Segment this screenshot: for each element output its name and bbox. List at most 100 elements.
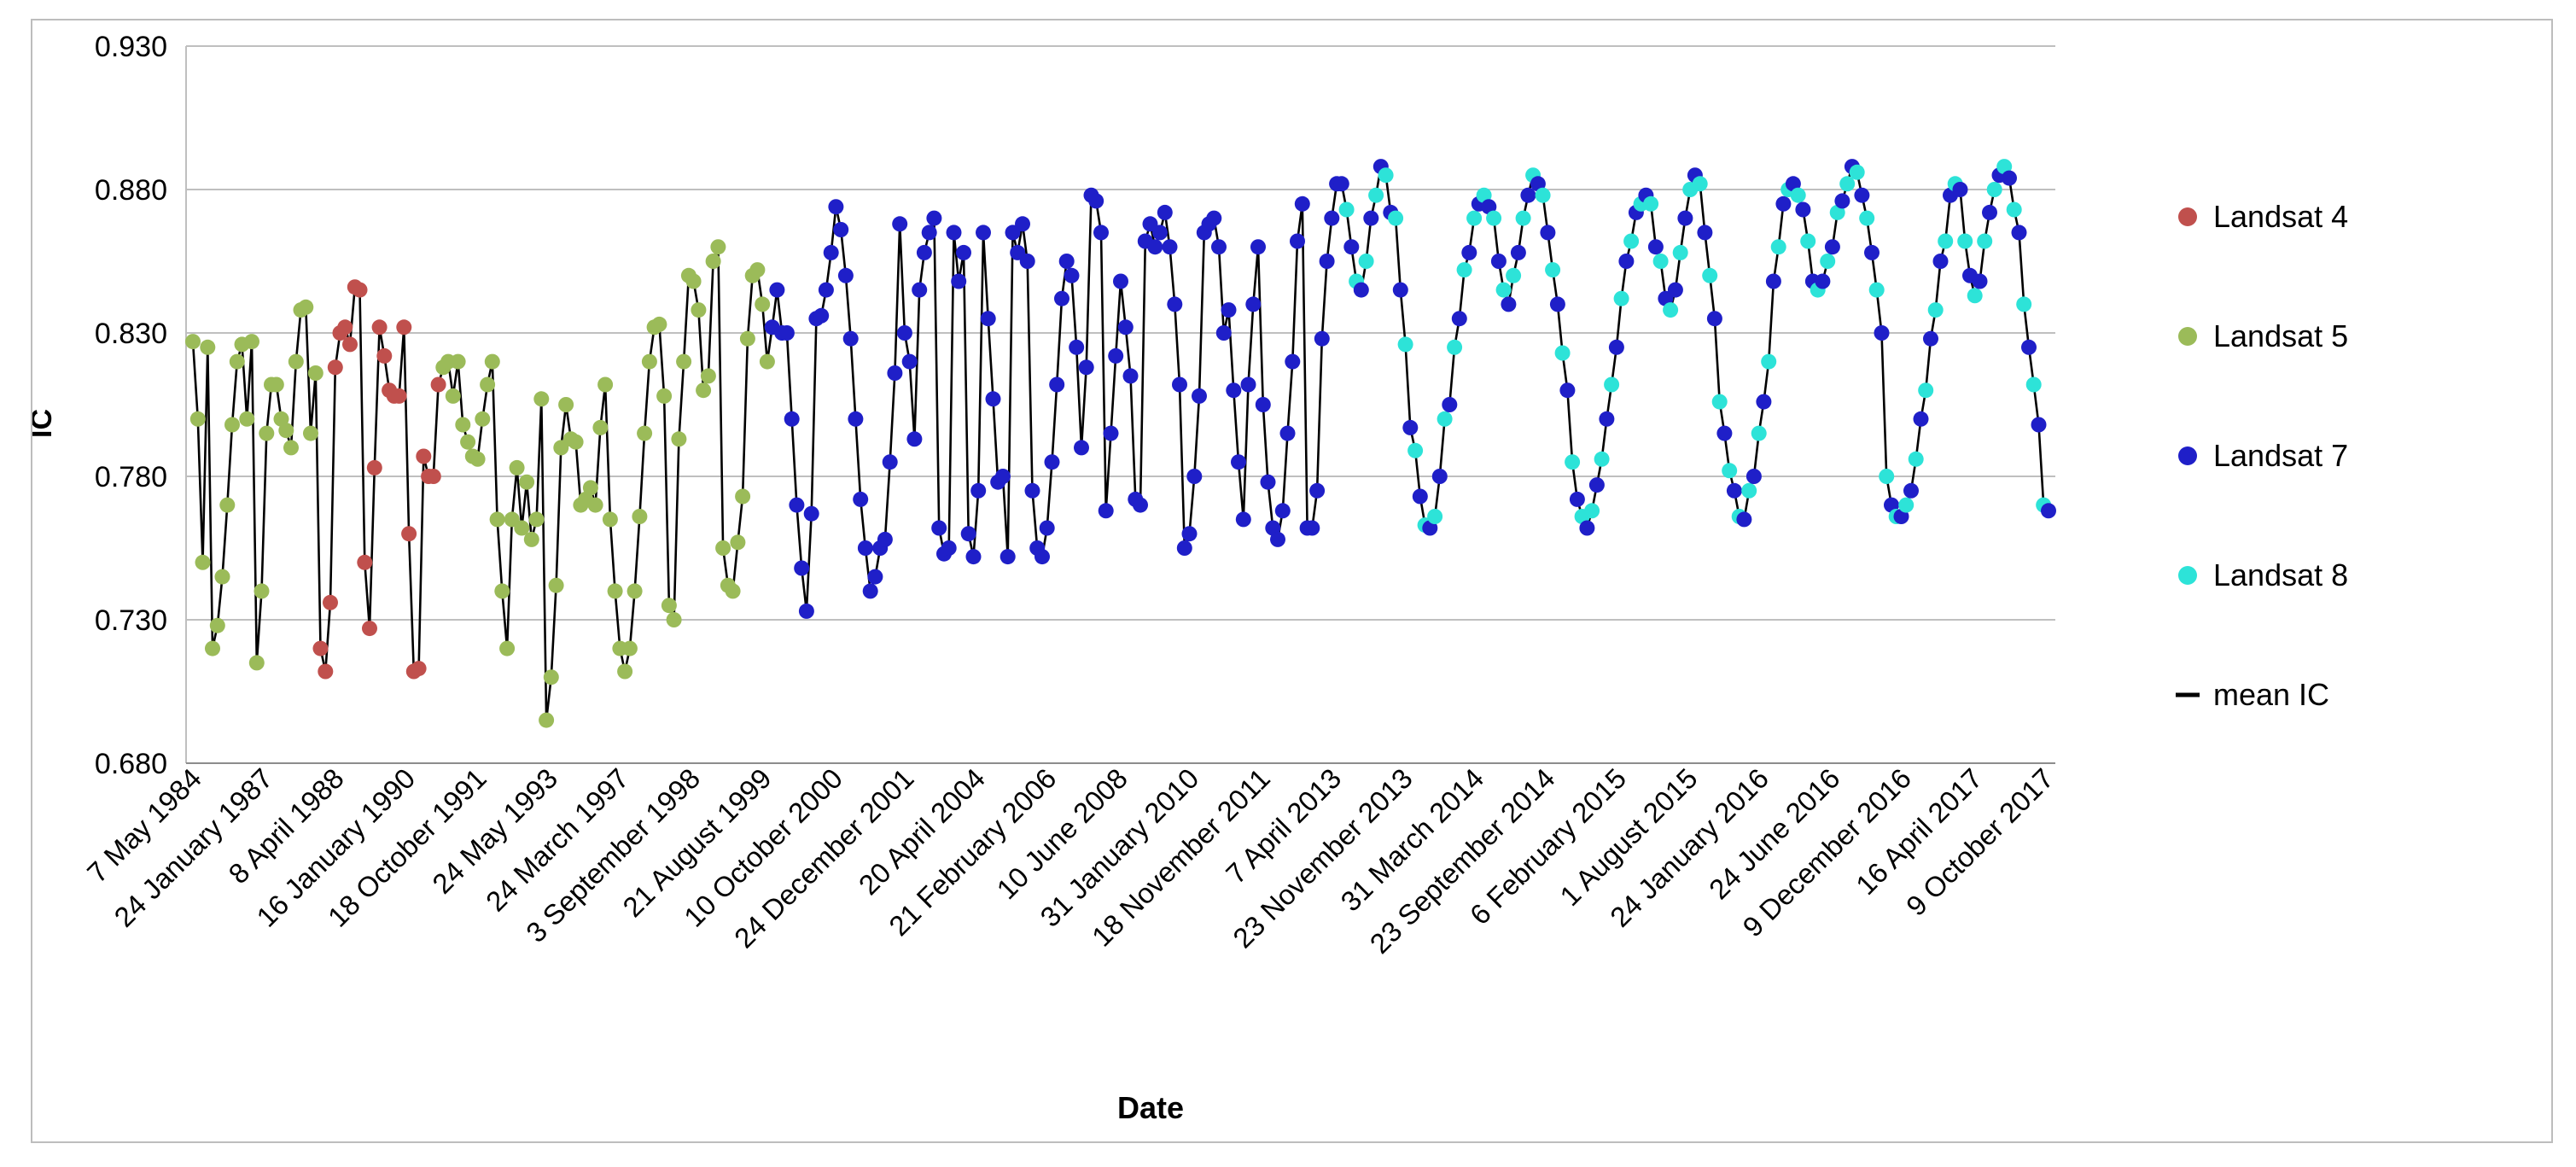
data-point-landsat-5 — [755, 296, 771, 312]
data-point-landsat-8 — [1476, 187, 1492, 203]
data-point-landsat-7 — [1211, 239, 1227, 255]
data-point-landsat-7 — [837, 267, 854, 283]
data-point-landsat-7 — [1044, 454, 1060, 470]
data-point-landsat-5 — [739, 330, 755, 347]
data-point-landsat-8 — [1427, 509, 1443, 524]
data-point-landsat-7 — [995, 469, 1011, 484]
data-point-landsat-5 — [244, 334, 259, 350]
data-point-landsat-5 — [514, 520, 530, 536]
data-point-landsat-5 — [303, 425, 318, 441]
data-point-landsat-7 — [1569, 491, 1585, 507]
data-point-landsat-8 — [1722, 463, 1738, 479]
data-point-landsat-7 — [941, 540, 957, 556]
data-point-landsat-7 — [1122, 368, 1139, 384]
data-point-landsat-8 — [1829, 204, 1845, 220]
data-point-landsat-7 — [1226, 382, 1242, 399]
data-point-landsat-7 — [1181, 526, 1198, 542]
data-point-landsat-7 — [1078, 359, 1094, 376]
data-point-landsat-5 — [195, 554, 211, 570]
data-point-landsat-7 — [1103, 425, 1119, 441]
data-point-landsat-5 — [519, 474, 535, 490]
data-points — [185, 159, 2056, 728]
data-point-landsat-7 — [1402, 419, 1419, 435]
data-point-landsat-7 — [2041, 503, 2056, 519]
data-point-landsat-7 — [1608, 339, 1624, 355]
data-point-landsat-5 — [484, 353, 500, 370]
data-point-landsat-7 — [1034, 549, 1050, 565]
data-point-landsat-8 — [1986, 182, 2002, 197]
y-tick-label: 0.830 — [95, 318, 167, 350]
data-point-landsat-7 — [798, 603, 814, 619]
data-point-landsat-7 — [1579, 520, 1595, 536]
data-point-landsat-5 — [602, 511, 618, 528]
chart-svg: 0.930 0.880 0.830 0.780 0.730 0.680 7 May 198… — [26, 31, 2348, 1125]
data-point-landsat-5 — [558, 397, 574, 412]
data-point-landsat-7 — [1363, 210, 1379, 226]
data-point-landsat-4 — [366, 459, 382, 476]
data-point-landsat-4 — [401, 526, 417, 542]
data-point-landsat-8 — [1407, 442, 1424, 458]
data-point-landsat-4 — [430, 376, 446, 393]
data-point-landsat-8 — [1849, 164, 1865, 180]
data-point-landsat-5 — [460, 434, 476, 450]
data-point-landsat-5 — [632, 509, 648, 524]
legend-label: mean IC — [2213, 677, 2329, 712]
data-point-landsat-5 — [637, 425, 653, 441]
data-point-landsat-8 — [1397, 336, 1413, 353]
data-point-landsat-7 — [1667, 282, 1683, 298]
data-point-landsat-7 — [931, 520, 947, 536]
data-point-landsat-7 — [1716, 425, 1733, 441]
data-point-landsat-7 — [1461, 244, 1477, 260]
data-point-landsat-7 — [1549, 296, 1565, 312]
legend-label: Landsat 8 — [2213, 557, 2348, 592]
data-point-landsat-7 — [1736, 511, 1752, 528]
data-point-landsat-8 — [2006, 201, 2022, 218]
data-point-landsat-5 — [661, 598, 677, 614]
data-point-landsat-7 — [1697, 225, 1713, 241]
data-point-landsat-8 — [1594, 451, 1610, 467]
data-point-landsat-5 — [224, 417, 240, 433]
data-point-landsat-5 — [548, 577, 564, 593]
data-point-landsat-5 — [671, 431, 687, 447]
data-point-landsat-7 — [1932, 254, 1949, 269]
data-point-landsat-5 — [189, 411, 206, 427]
data-point-landsat-4 — [337, 319, 353, 336]
data-point-landsat-7 — [1982, 204, 1997, 220]
data-point-landsat-8 — [1859, 210, 1875, 226]
data-point-landsat-7 — [784, 411, 800, 427]
data-point-landsat-7 — [1952, 182, 1968, 197]
data-point-landsat-7 — [1172, 376, 1187, 393]
data-point-landsat-7 — [1054, 290, 1069, 306]
legend: Landsat 4 Landsat 5 Landsat 7 Landsat 8 mean… — [2176, 199, 2348, 712]
data-point-landsat-7 — [862, 583, 878, 599]
data-point-landsat-5 — [248, 655, 265, 671]
data-point-landsat-7 — [1064, 267, 1080, 283]
data-point-landsat-7 — [1501, 296, 1517, 312]
data-point-landsat-8 — [2025, 376, 2042, 393]
data-point-landsat-4 — [411, 661, 427, 677]
data-point-landsat-7 — [803, 505, 819, 522]
data-point-landsat-4 — [352, 282, 368, 298]
data-point-landsat-7 — [946, 225, 962, 241]
y-tick-labels: 0.930 0.880 0.830 0.780 0.730 0.680 — [95, 31, 167, 780]
data-point-landsat-4 — [425, 469, 441, 484]
data-point-landsat-7 — [1864, 244, 1880, 260]
data-point-landsat-7 — [1451, 311, 1467, 327]
axes — [185, 46, 2055, 764]
data-point-landsat-5 — [617, 663, 633, 680]
data-point-landsat-5 — [445, 388, 461, 404]
data-point-landsat-8 — [1378, 167, 1394, 184]
legend-swatch-landsat-8 — [2178, 566, 2197, 585]
data-point-landsat-7 — [1422, 520, 1438, 536]
data-point-landsat-7 — [1231, 454, 1246, 470]
data-point-landsat-4 — [376, 347, 393, 364]
data-point-landsat-7 — [857, 540, 873, 556]
data-point-landsat-7 — [1314, 330, 1330, 347]
data-point-landsat-8 — [1879, 469, 1895, 484]
data-point-landsat-4 — [318, 663, 334, 680]
data-point-landsat-5 — [539, 712, 555, 728]
data-point-landsat-7 — [965, 549, 982, 565]
data-point-landsat-7 — [1162, 239, 1178, 255]
data-point-landsat-8 — [1545, 262, 1561, 278]
